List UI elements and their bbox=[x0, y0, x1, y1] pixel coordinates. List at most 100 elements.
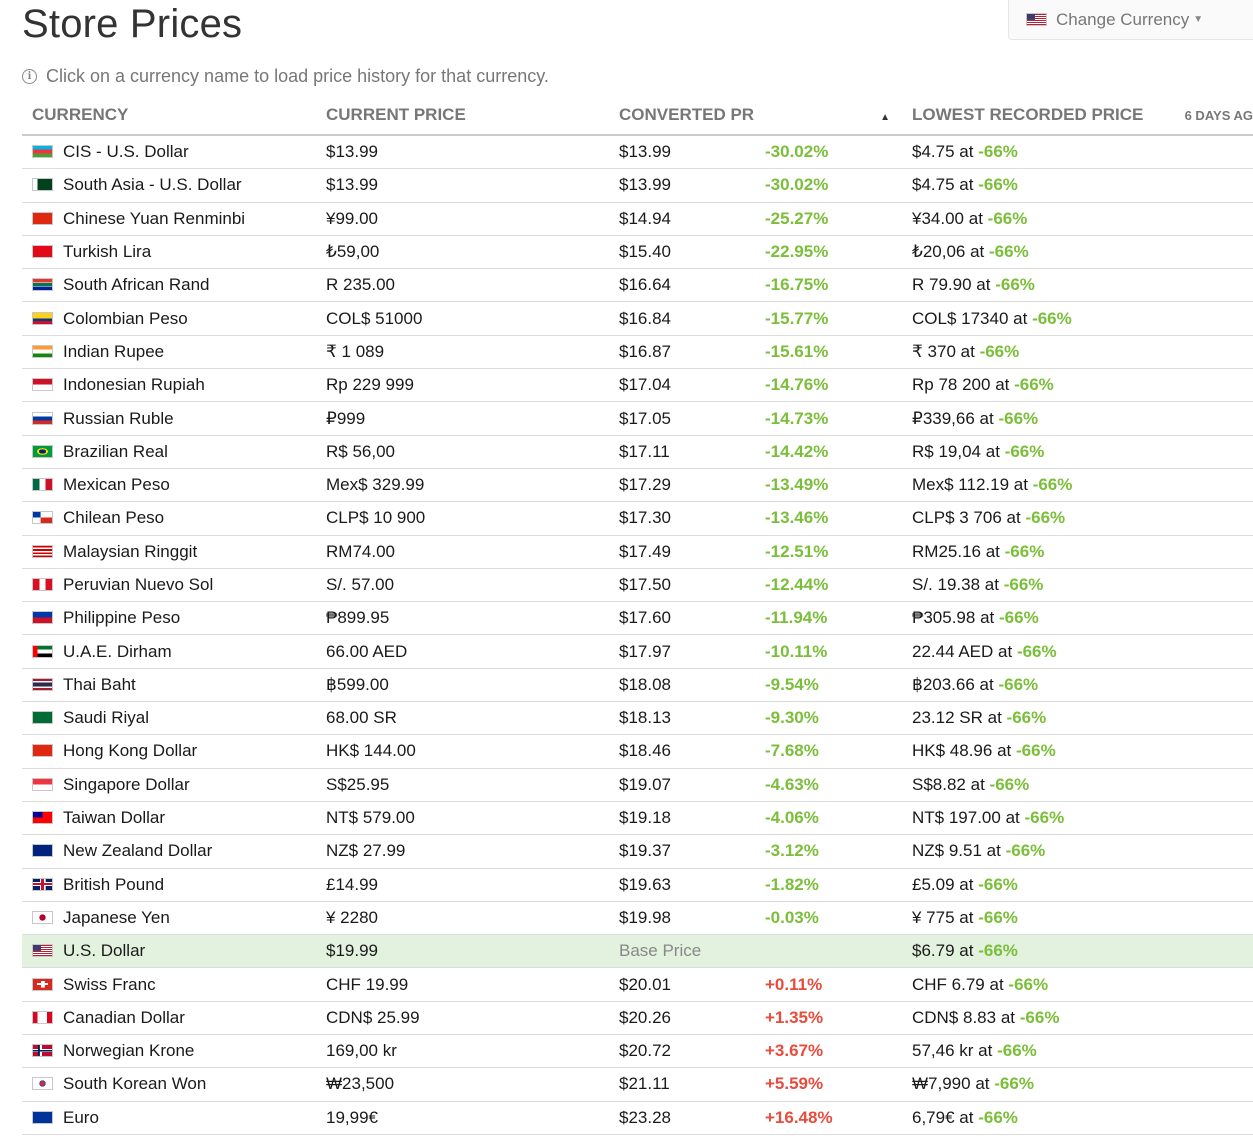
table-row[interactable]: Saudi Riyal 68.00 SR $18.13 -9.30% 23.12 SR … bbox=[22, 701, 1253, 736]
sort-column-header[interactable]: ▲ bbox=[755, 96, 902, 136]
currency-name-cell[interactable]: Saudi Riyal bbox=[22, 701, 316, 736]
currency-name-cell[interactable]: Peruvian Nuevo Sol bbox=[22, 568, 316, 603]
currency-name[interactable]: Russian Ruble bbox=[63, 408, 174, 428]
table-row[interactable]: U.A.E. Dirham 66.00 AED $17.97 -10.11% 22.44… bbox=[22, 634, 1253, 669]
currency-name[interactable]: U.S. Dollar bbox=[63, 941, 146, 961]
currency-name-cell[interactable]: South African Rand bbox=[22, 268, 316, 303]
current-price: CLP$ 10 900 bbox=[316, 501, 609, 536]
column-header-currency[interactable]: CURRENCY bbox=[22, 96, 316, 136]
table-row[interactable]: Peruvian Nuevo Sol S/. 57.00 $17.50 -12.44%… bbox=[22, 568, 1253, 603]
currency-name[interactable]: Malaysian Ringgit bbox=[63, 541, 198, 561]
currency-name-cell[interactable]: Russian Ruble bbox=[22, 401, 316, 436]
column-header-lowest-price[interactable]: LOWEST RECORDED PRICE bbox=[902, 96, 1174, 136]
currency-name[interactable]: Singapore Dollar bbox=[63, 774, 190, 794]
table-row[interactable]: South Asia - U.S. Dollar $13.99 $13.99 -30.… bbox=[22, 168, 1253, 203]
currency-name-cell[interactable]: Indonesian Rupiah bbox=[22, 368, 316, 403]
currency-name[interactable]: New Zealand Dollar bbox=[63, 841, 213, 861]
currency-name-cell[interactable]: South Korean Won bbox=[22, 1067, 316, 1102]
table-row[interactable]: Indonesian Rupiah Rp 229 999 $17.04 -14.76%… bbox=[22, 368, 1253, 403]
currency-name-cell[interactable]: Japanese Yen bbox=[22, 901, 316, 936]
currency-name[interactable]: Japanese Yen bbox=[63, 907, 170, 927]
currency-name[interactable]: Peruvian Nuevo Sol bbox=[63, 575, 214, 594]
table-row[interactable]: Swiss Franc CHF 19.99 $20.01 +0.11% CHF 6.79… bbox=[22, 967, 1253, 1002]
currency-name-cell[interactable]: Mexican Peso bbox=[22, 468, 316, 503]
table-row[interactable]: U.S. Dollar $19.99 Base Price $6.79 at -66% bbox=[22, 934, 1253, 969]
table-row[interactable]: Norwegian Krone 169,00 kr $20.72 +3.67% 57,4… bbox=[22, 1034, 1253, 1069]
change-currency-button[interactable]: Change Currency ▼ bbox=[1008, 0, 1253, 40]
currency-name-cell[interactable]: Taiwan Dollar bbox=[22, 801, 316, 836]
table-row[interactable]: Euro 19,99€ $23.28 +16.48% 6,79€ at -66% bbox=[22, 1101, 1253, 1135]
current-price: £14.99 bbox=[316, 868, 609, 902]
currency-name[interactable]: Philippine Peso bbox=[63, 608, 181, 628]
currency-name-cell[interactable]: Norwegian Krone bbox=[22, 1034, 316, 1069]
currency-name-cell[interactable]: Indian Rupee bbox=[22, 335, 316, 370]
currency-name[interactable]: Hong Kong Dollar bbox=[63, 741, 198, 761]
table-row[interactable]: South African Rand R 235.00 $16.64 -16.75% R… bbox=[22, 268, 1253, 303]
table-row[interactable]: Indian Rupee ₹ 1 089 $16.87 -15.61% ₹ 370 at… bbox=[22, 335, 1253, 370]
table-row[interactable]: Hong Kong Dollar HK$ 144.00 $18.46 -7.68% HK… bbox=[22, 734, 1253, 769]
table-row[interactable]: Russian Ruble ₽999 $17.05 -14.73% ₽339,66 at… bbox=[22, 401, 1253, 436]
table-row[interactable]: Japanese Yen ¥ 2280 $19.98 -0.03% ¥ 775 at -… bbox=[22, 901, 1253, 936]
currency-name[interactable]: Taiwan Dollar bbox=[63, 808, 166, 828]
currency-name-cell[interactable]: Chinese Yuan Renminbi bbox=[22, 202, 316, 236]
currency-name[interactable]: South Asia - U.S. Dollar bbox=[63, 175, 242, 195]
currency-name-cell[interactable]: Philippine Peso bbox=[22, 601, 316, 636]
sort-ascending-icon[interactable]: ▲ bbox=[880, 112, 890, 123]
table-row[interactable]: Taiwan Dollar NT$ 579.00 $19.18 -4.06% NT$ 1… bbox=[22, 801, 1253, 836]
table-row[interactable]: British Pound £14.99 $19.63 -1.82% £5.09 at … bbox=[22, 868, 1253, 902]
currency-name[interactable]: South African Rand bbox=[63, 275, 210, 295]
currency-name[interactable]: South Korean Won bbox=[63, 1074, 207, 1094]
currency-name-cell[interactable]: U.S. Dollar bbox=[22, 934, 316, 969]
currency-name[interactable]: Mexican Peso bbox=[63, 475, 170, 495]
column-header-converted-price[interactable]: CONVERTED PRICE bbox=[609, 96, 755, 136]
currency-name[interactable]: Indonesian Rupiah bbox=[63, 375, 205, 395]
currency-name-cell[interactable]: Hong Kong Dollar bbox=[22, 734, 316, 769]
currency-name[interactable]: Norwegian Krone bbox=[63, 1041, 195, 1061]
currency-name-cell[interactable]: Thai Baht bbox=[22, 668, 316, 703]
currency-name[interactable]: Swiss Franc bbox=[63, 974, 156, 994]
table-row[interactable]: Philippine Peso ₱899.95 $17.60 -11.94% ₱305.… bbox=[22, 601, 1253, 636]
currency-name-cell[interactable]: British Pound bbox=[22, 868, 316, 902]
table-row[interactable]: Turkish Lira ₺59,00 $15.40 -22.95% ₺20,06 at… bbox=[22, 235, 1253, 270]
currency-name-cell[interactable]: Canadian Dollar bbox=[22, 1001, 316, 1036]
column-header-last-seen[interactable]: 6 DAYS AG bbox=[1174, 96, 1253, 136]
table-row[interactable]: Canadian Dollar CDN$ 25.99 $20.26 +1.35% CDN… bbox=[22, 1001, 1253, 1036]
currency-name-cell[interactable]: Colombian Peso bbox=[22, 301, 316, 336]
currency-name-cell[interactable]: Euro bbox=[22, 1101, 316, 1135]
currency-name-cell[interactable]: South Asia - U.S. Dollar bbox=[22, 168, 316, 203]
table-row[interactable]: Thai Baht ฿599.00 $18.08 -9.54% ฿203.66 at -… bbox=[22, 668, 1253, 703]
currency-name-cell[interactable]: Swiss Franc bbox=[22, 967, 316, 1002]
currency-name[interactable]: British Pound bbox=[63, 874, 165, 894]
table-row[interactable]: Mexican Peso Mex$ 329.99 $17.29 -13.49% Mex$… bbox=[22, 468, 1253, 503]
currency-name[interactable]: Euro bbox=[63, 1107, 99, 1127]
currency-name-cell[interactable]: CIS - U.S. Dollar bbox=[22, 134, 316, 170]
currency-name[interactable]: Colombian Peso bbox=[63, 308, 188, 328]
currency-name[interactable]: Chilean Peso bbox=[63, 508, 165, 528]
currency-name[interactable]: Saudi Riyal bbox=[63, 708, 149, 728]
table-row[interactable]: New Zealand Dollar NZ$ 27.99 $19.37 -3.12% N… bbox=[22, 834, 1253, 869]
currency-name-cell[interactable]: Malaysian Ringgit bbox=[22, 535, 316, 569]
currency-name-cell[interactable]: Singapore Dollar bbox=[22, 768, 316, 802]
currency-name[interactable]: Chinese Yuan Renminbi bbox=[63, 208, 246, 228]
currency-name[interactable]: CIS - U.S. Dollar bbox=[63, 142, 189, 162]
column-header-current-price[interactable]: CURRENT PRICE bbox=[316, 96, 609, 136]
currency-name[interactable]: U.A.E. Dirham bbox=[63, 641, 172, 661]
currency-name-cell[interactable]: U.A.E. Dirham bbox=[22, 634, 316, 669]
currency-name-cell[interactable]: New Zealand Dollar bbox=[22, 834, 316, 869]
table-row[interactable]: Brazilian Real R$ 56,00 $17.11 -14.42% R$ 19… bbox=[22, 435, 1253, 469]
table-row[interactable]: Singapore Dollar S$25.95 $19.07 -4.63% S$8.8… bbox=[22, 768, 1253, 802]
table-row[interactable]: Chinese Yuan Renminbi ¥99.00 $14.94 -25.27%… bbox=[22, 202, 1253, 236]
currency-name[interactable]: Thai Baht bbox=[63, 674, 136, 694]
currency-name-cell[interactable]: Brazilian Real bbox=[22, 435, 316, 469]
table-row[interactable]: Colombian Peso COL$ 51000 $16.84 -15.77% COL… bbox=[22, 301, 1253, 336]
currency-name-cell[interactable]: Turkish Lira bbox=[22, 235, 316, 270]
currency-name[interactable]: Indian Rupee bbox=[63, 341, 165, 361]
table-row[interactable]: Malaysian Ringgit RM74.00 $17.49 -12.51% RM2… bbox=[22, 535, 1253, 569]
currency-name-cell[interactable]: Chilean Peso bbox=[22, 501, 316, 536]
table-row[interactable]: Chilean Peso CLP$ 10 900 $17.30 -13.46% CLP$… bbox=[22, 501, 1253, 536]
currency-name[interactable]: Turkish Lira bbox=[63, 242, 152, 262]
table-row[interactable]: South Korean Won ₩23,500 $21.11 +5.59% ₩7,99… bbox=[22, 1067, 1253, 1102]
currency-name[interactable]: Canadian Dollar bbox=[63, 1007, 185, 1027]
table-row[interactable]: CIS - U.S. Dollar $13.99 $13.99 -30.02% $4.7… bbox=[22, 134, 1253, 170]
currency-name[interactable]: Brazilian Real bbox=[63, 441, 168, 461]
